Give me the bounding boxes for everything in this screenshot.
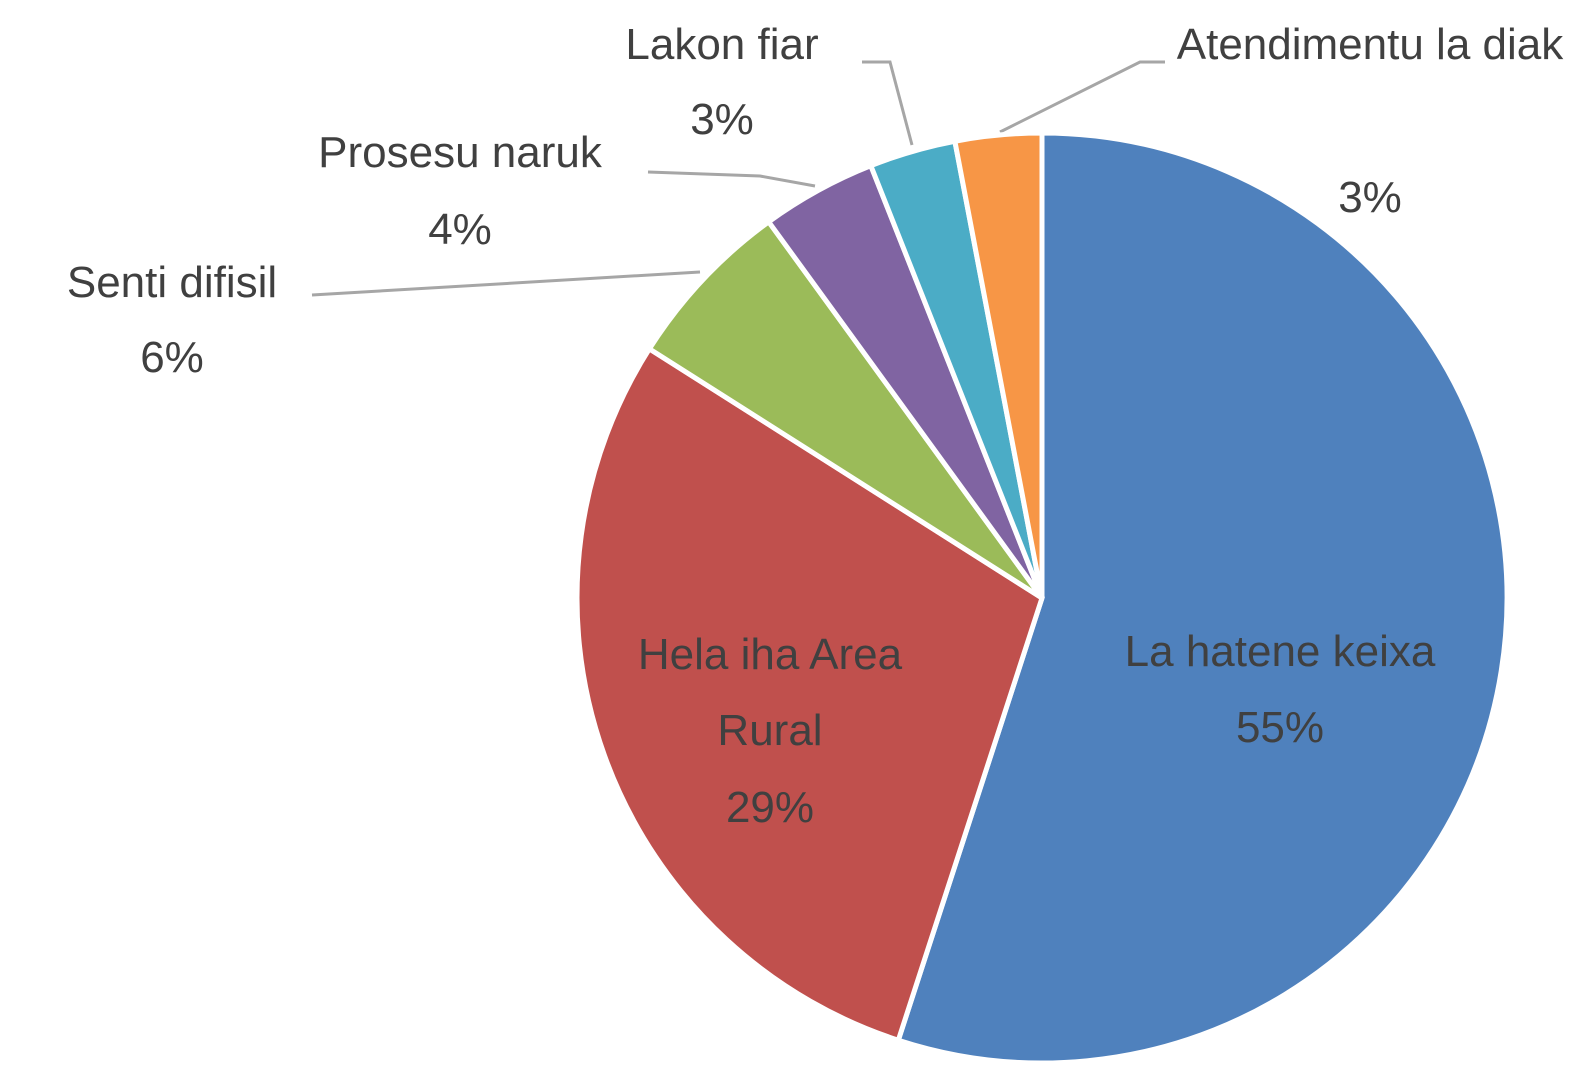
- slice-value-label: 29%: [725, 783, 815, 832]
- slice-value-label: 6%: [140, 333, 204, 382]
- slice-label: Senti difisil: [66, 258, 278, 307]
- slice-label: La hatene keixa: [1124, 627, 1436, 676]
- slice-label: Prosesu naruk: [318, 128, 602, 177]
- leader-line: [862, 60, 914, 146]
- pie-slice: [645, 218, 1045, 601]
- pie-slice: [951, 130, 1045, 599]
- slice-value-label: 3%: [1338, 173, 1402, 222]
- leader-line: [647, 170, 816, 188]
- leader-line: [999, 60, 1165, 134]
- slice-value-label: 3%: [690, 95, 754, 144]
- slice-value-label: 4%: [428, 205, 492, 254]
- slice-label: Lakon fiar: [625, 20, 819, 69]
- pie-slice: [895, 130, 1510, 1066]
- pie-slice: [574, 345, 1045, 1044]
- leader-line: [311, 270, 701, 297]
- slice-value-label: 55%: [1235, 703, 1325, 752]
- slice-label: Hela iha Area Rural: [637, 630, 903, 755]
- slice-label: Atendimentu la diak: [1176, 20, 1564, 69]
